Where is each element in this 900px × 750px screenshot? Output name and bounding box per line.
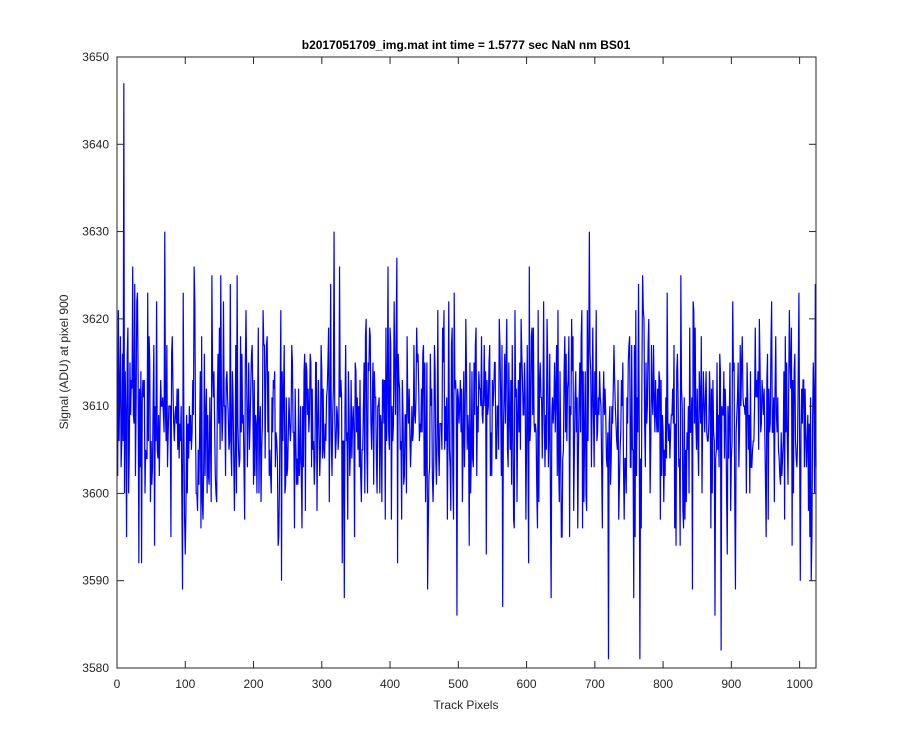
y-tick-label: 3600 [82, 486, 109, 500]
x-tick-label: 500 [448, 677, 468, 691]
series-line [117, 83, 817, 660]
x-tick-label: 200 [244, 677, 264, 691]
y-tick-label: 3640 [82, 137, 109, 151]
y-tick-label: 3580 [82, 661, 109, 675]
y-tick-label: 3630 [82, 225, 109, 239]
y-axis-title: Signal (ADU) at pixel 900 [57, 294, 71, 429]
x-tick-label: 300 [312, 677, 332, 691]
chart-title: b2017051709_img.mat int time = 1.5777 se… [302, 38, 631, 52]
ticks-layer: 0 100 200 300 400 500 600 700 800 900 1000 3580 3590… [82, 50, 816, 691]
y-tick-label: 3610 [82, 399, 109, 413]
x-tick-label: 900 [721, 677, 741, 691]
x-tick-label: 400 [380, 677, 400, 691]
x-tick-label: 1000 [786, 677, 813, 691]
y-tick-label: 3590 [82, 574, 109, 588]
x-tick-label: 0 [114, 677, 121, 691]
y-tick-label: 3650 [82, 50, 109, 64]
plot-box [116, 56, 817, 669]
x-tick-label: 600 [517, 677, 537, 691]
y-tick-label: 3620 [82, 312, 109, 326]
x-tick-label: 100 [175, 677, 195, 691]
series-layer [117, 83, 817, 660]
x-tick-label: 800 [653, 677, 673, 691]
x-axis-title: Track Pixels [434, 698, 499, 712]
x-tick-label: 700 [585, 677, 605, 691]
